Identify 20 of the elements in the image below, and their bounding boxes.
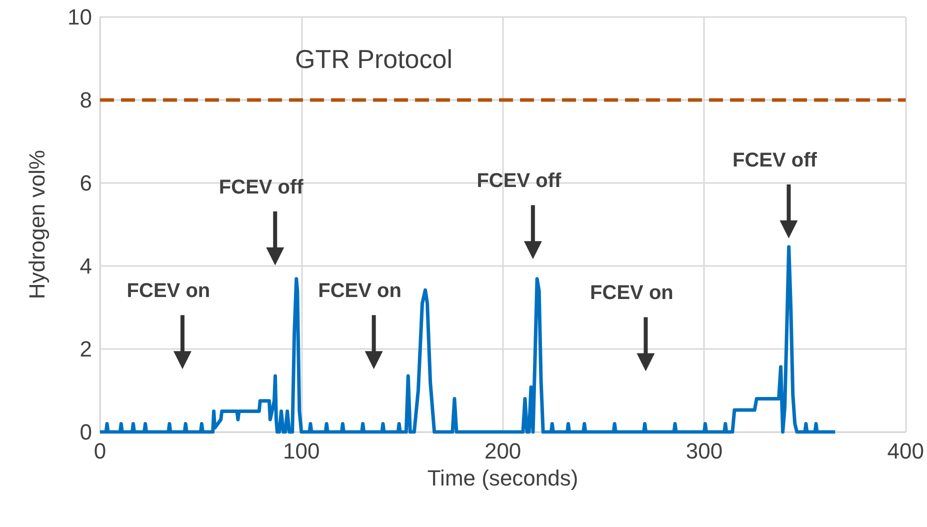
annotation: FCEV off	[732, 149, 818, 172]
annotation: FCEV on	[126, 280, 210, 302]
ref-line-label: GTR Protocol	[295, 44, 452, 74]
y-tick-label: 6	[80, 170, 92, 196]
y-tick-label: 2	[80, 336, 92, 362]
y-tick-label: 4	[80, 254, 92, 278]
x-tick-label: 100	[283, 438, 320, 464]
y-tick-label: 8	[80, 88, 92, 112]
annotation: FCEV on	[590, 282, 674, 304]
y-axis-title: Hydrogen vol%	[24, 150, 50, 300]
x-tick-label: 300	[686, 438, 723, 464]
x-tick-label: 200	[484, 438, 522, 464]
annotation: FCEV off	[476, 170, 562, 192]
annotation: FCEV off	[218, 176, 304, 198]
x-tick-label: 400	[887, 438, 924, 464]
y-tick-label: 10	[68, 4, 92, 30]
x-axis-title: Time (seconds)	[427, 465, 578, 490]
annotation: FCEV on	[318, 280, 402, 302]
line-series	[98, 245, 837, 434]
y-tick-label: 0	[80, 420, 92, 444]
